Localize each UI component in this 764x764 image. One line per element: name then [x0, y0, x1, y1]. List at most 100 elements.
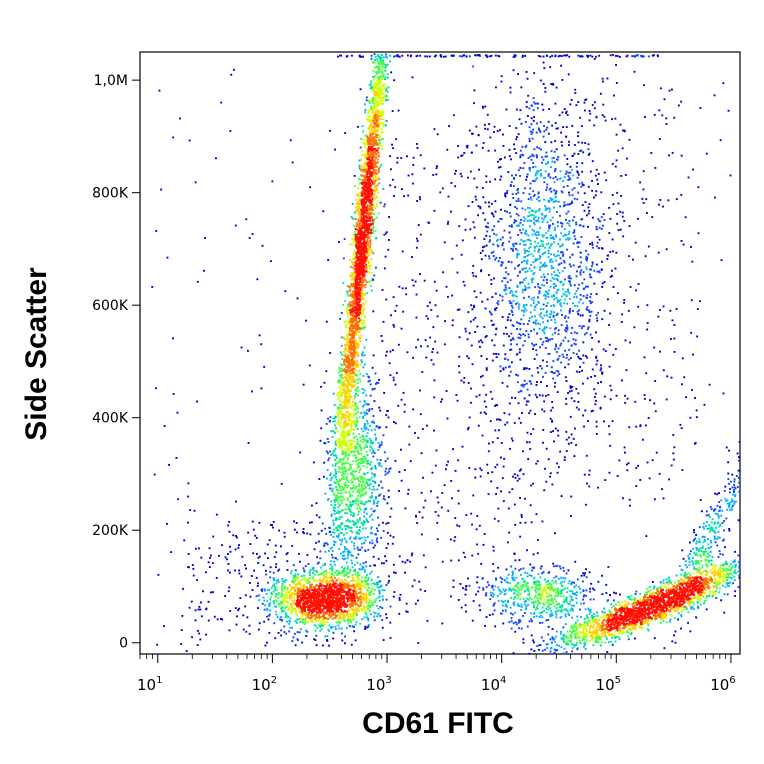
event-point — [360, 231, 363, 234]
event-point — [373, 143, 376, 146]
event-point — [373, 123, 376, 126]
event-point — [367, 111, 370, 113]
event-point — [332, 420, 334, 423]
event-point — [357, 278, 360, 281]
event-point — [356, 236, 359, 239]
event-point — [361, 125, 364, 128]
event-point — [334, 431, 337, 434]
event-point — [345, 432, 348, 435]
event-point — [369, 594, 372, 596]
event-point — [346, 605, 348, 608]
event-point — [278, 568, 281, 571]
event-point — [344, 586, 346, 589]
event-point — [361, 149, 364, 152]
event-point — [368, 142, 371, 145]
event-point — [368, 240, 371, 243]
event-point — [359, 328, 362, 331]
event-point — [365, 197, 367, 200]
event-point — [341, 451, 344, 454]
event-point — [319, 439, 322, 442]
event-point — [349, 600, 351, 602]
event-point — [373, 619, 376, 622]
event-point — [286, 589, 289, 592]
event-point — [355, 221, 358, 224]
event-point — [366, 209, 368, 212]
event-point — [352, 380, 355, 383]
event-point — [364, 458, 367, 460]
event-point — [352, 371, 355, 374]
event-point — [406, 610, 409, 613]
event-point — [336, 614, 339, 616]
event-point — [377, 104, 380, 107]
event-point — [339, 489, 342, 492]
event-point — [338, 442, 341, 445]
event-point — [354, 388, 357, 391]
event-point — [343, 363, 346, 366]
event-point — [374, 112, 377, 114]
event-point — [376, 130, 379, 133]
event-point — [353, 598, 355, 601]
event-point — [357, 293, 360, 296]
event-point — [289, 584, 291, 586]
event-point — [347, 354, 350, 357]
event-point — [311, 602, 314, 604]
event-point — [376, 158, 379, 161]
event-point — [337, 506, 340, 509]
event-point — [370, 526, 373, 529]
event-point — [373, 400, 376, 403]
event-point — [344, 508, 347, 511]
event-point — [359, 579, 361, 581]
event-point — [362, 416, 365, 419]
event-point — [351, 420, 354, 423]
event-point — [360, 280, 363, 283]
event-point — [362, 455, 365, 458]
event-point — [328, 597, 331, 600]
event-point — [372, 125, 375, 128]
event-point — [365, 139, 368, 142]
event-point — [330, 454, 333, 456]
event-point — [378, 595, 381, 598]
event-point — [368, 228, 371, 231]
event-point — [364, 111, 367, 114]
event-point — [351, 293, 354, 295]
event-point — [355, 333, 358, 336]
event-point — [362, 567, 365, 570]
event-point — [337, 415, 340, 418]
event-point — [361, 193, 364, 196]
event-point — [308, 595, 311, 598]
event-point — [335, 494, 338, 497]
event-point — [347, 367, 350, 369]
event-point — [370, 228, 372, 231]
event-point — [305, 580, 308, 583]
event-point — [349, 303, 352, 306]
event-point — [373, 274, 376, 277]
event-point — [350, 260, 353, 263]
event-point — [358, 199, 361, 202]
event-point — [369, 150, 372, 153]
event-point — [286, 569, 289, 571]
event-point — [326, 589, 329, 592]
event-point — [369, 152, 372, 155]
event-point — [374, 612, 377, 615]
event-point — [338, 504, 341, 507]
event-point — [340, 426, 343, 429]
event-point — [366, 239, 369, 241]
event-point — [353, 597, 356, 599]
event-point — [336, 526, 339, 529]
event-point — [385, 98, 388, 101]
event-point — [355, 260, 358, 262]
event-point — [324, 598, 326, 600]
event-point — [366, 605, 369, 608]
event-point — [345, 586, 348, 589]
event-point — [375, 598, 378, 601]
event-point — [331, 610, 334, 613]
event-point — [356, 279, 358, 282]
event-point — [374, 178, 376, 181]
event-point — [344, 451, 347, 453]
event-point — [376, 583, 378, 586]
event-point — [349, 620, 352, 623]
event-point — [375, 437, 377, 440]
event-point — [355, 203, 358, 205]
event-point — [356, 254, 358, 257]
event-point — [367, 602, 370, 605]
